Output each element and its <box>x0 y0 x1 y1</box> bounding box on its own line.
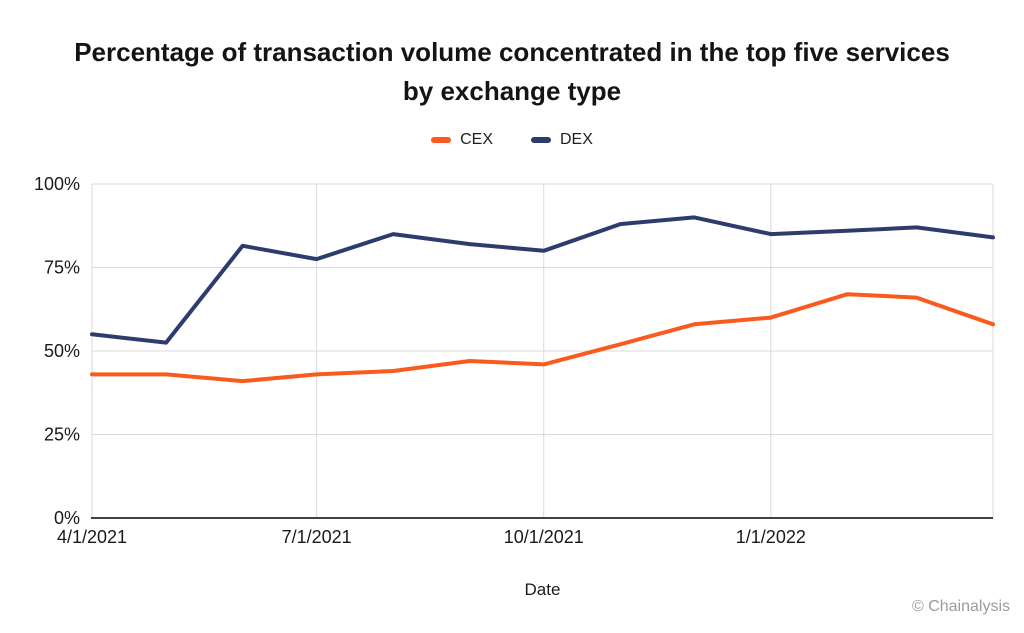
legend-label-cex: CEX <box>460 131 493 148</box>
x-tick-label: 1/1/2022 <box>736 527 806 547</box>
y-tick-label: 25% <box>44 425 80 445</box>
y-tick-label: 50% <box>44 341 80 361</box>
chart-legend: CEX DEX <box>0 131 1024 149</box>
chart-title: Percentage of transaction volume concent… <box>0 33 1024 111</box>
series-line-dex <box>90 215 995 345</box>
series-line-cex <box>90 292 995 384</box>
dex-swatch-icon <box>531 137 551 143</box>
y-tick-label: 100% <box>34 174 80 194</box>
legend-item-dex: DEX <box>531 131 593 149</box>
cex-swatch-icon <box>431 137 452 143</box>
x-tick-label: 4/1/2021 <box>57 527 127 547</box>
y-tick-label: 75% <box>44 258 80 278</box>
x-tick-label: 7/1/2021 <box>282 527 352 547</box>
legend-label-dex: DEX <box>560 131 593 148</box>
y-tick-label: 0% <box>54 508 80 528</box>
x-tick-label: 10/1/2021 <box>504 527 584 547</box>
chart-title-text: Percentage of transaction volume concent… <box>74 37 950 106</box>
x-axis-title: Date <box>524 580 561 599</box>
legend-item-cex: CEX <box>431 131 493 149</box>
chainalysis-watermark: © Chainalysis <box>911 598 1010 615</box>
